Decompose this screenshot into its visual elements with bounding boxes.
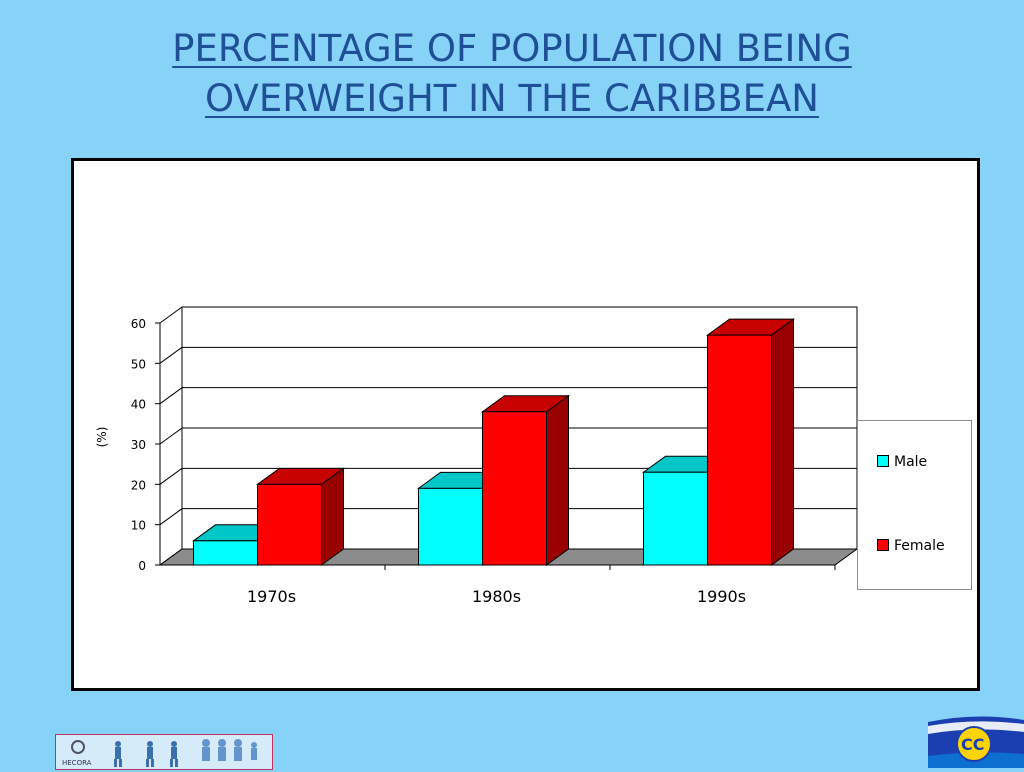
hecora-logo-text: HECORA bbox=[62, 759, 92, 767]
chart-frame: 0 10 20 30 40 50 60 (%) 1970s 1980s 1990s Male Fem… bbox=[71, 158, 980, 691]
bar-female-1980s bbox=[480, 394, 571, 566]
y-tick-label: 60 bbox=[131, 317, 146, 331]
chart-legend: Male Female bbox=[857, 420, 972, 590]
legend-label-male: Male bbox=[894, 454, 928, 470]
legend-label-female: Female bbox=[894, 538, 945, 554]
side-wall-line bbox=[159, 508, 183, 526]
svg-text:CC: CC bbox=[961, 735, 984, 754]
legend-swatch-male bbox=[877, 455, 889, 467]
legend-swatch-female bbox=[877, 539, 889, 551]
bar-front bbox=[707, 334, 772, 566]
side-wall-line bbox=[159, 306, 183, 324]
side-wall-line bbox=[159, 346, 183, 364]
bar-front bbox=[482, 411, 547, 566]
y-tick-label: 20 bbox=[131, 478, 146, 492]
x-tick-label: 1990s bbox=[697, 587, 746, 606]
y-tick-label: 40 bbox=[131, 398, 146, 412]
hecora-logo: HECORA bbox=[55, 734, 273, 770]
bar-side bbox=[321, 467, 344, 566]
title-line-1: PERCENTAGE OF POPULATION BEING bbox=[172, 27, 852, 70]
y-tick-label: 0 bbox=[138, 559, 146, 573]
bar-front bbox=[418, 487, 483, 566]
bar-front bbox=[193, 540, 258, 566]
y-tick-label: 10 bbox=[131, 519, 146, 533]
bar-front bbox=[257, 483, 322, 566]
bar-front bbox=[643, 471, 708, 566]
x-tick-label: 1970s bbox=[247, 587, 296, 606]
slide-title: PERCENTAGE OF POPULATION BEING OVERWEIGH… bbox=[0, 24, 1024, 124]
side-wall-line bbox=[159, 427, 183, 445]
legend-item-male: Male bbox=[877, 453, 927, 471]
side-wall-line bbox=[159, 387, 183, 405]
x-tick-label: 1980s bbox=[472, 587, 521, 606]
bar-side bbox=[546, 394, 569, 566]
caricom-logo: CC bbox=[926, 716, 1024, 768]
bar-chart: 0 10 20 30 40 50 60 (%) 1970s 1980s 1990s bbox=[95, 306, 859, 606]
y-axis-label: (%) bbox=[95, 427, 109, 448]
bar-female-1970s bbox=[255, 467, 346, 566]
legend-item-female: Female bbox=[877, 537, 945, 555]
y-tick-label: 50 bbox=[131, 357, 146, 371]
side-wall-line bbox=[159, 467, 183, 485]
bar-female-1990s bbox=[705, 318, 796, 566]
y-tick-label: 30 bbox=[131, 438, 146, 452]
side-wall-line bbox=[159, 548, 183, 566]
title-line-2: OVERWEIGHT IN THE CARIBBEAN bbox=[205, 77, 819, 120]
bar-side bbox=[771, 318, 794, 566]
